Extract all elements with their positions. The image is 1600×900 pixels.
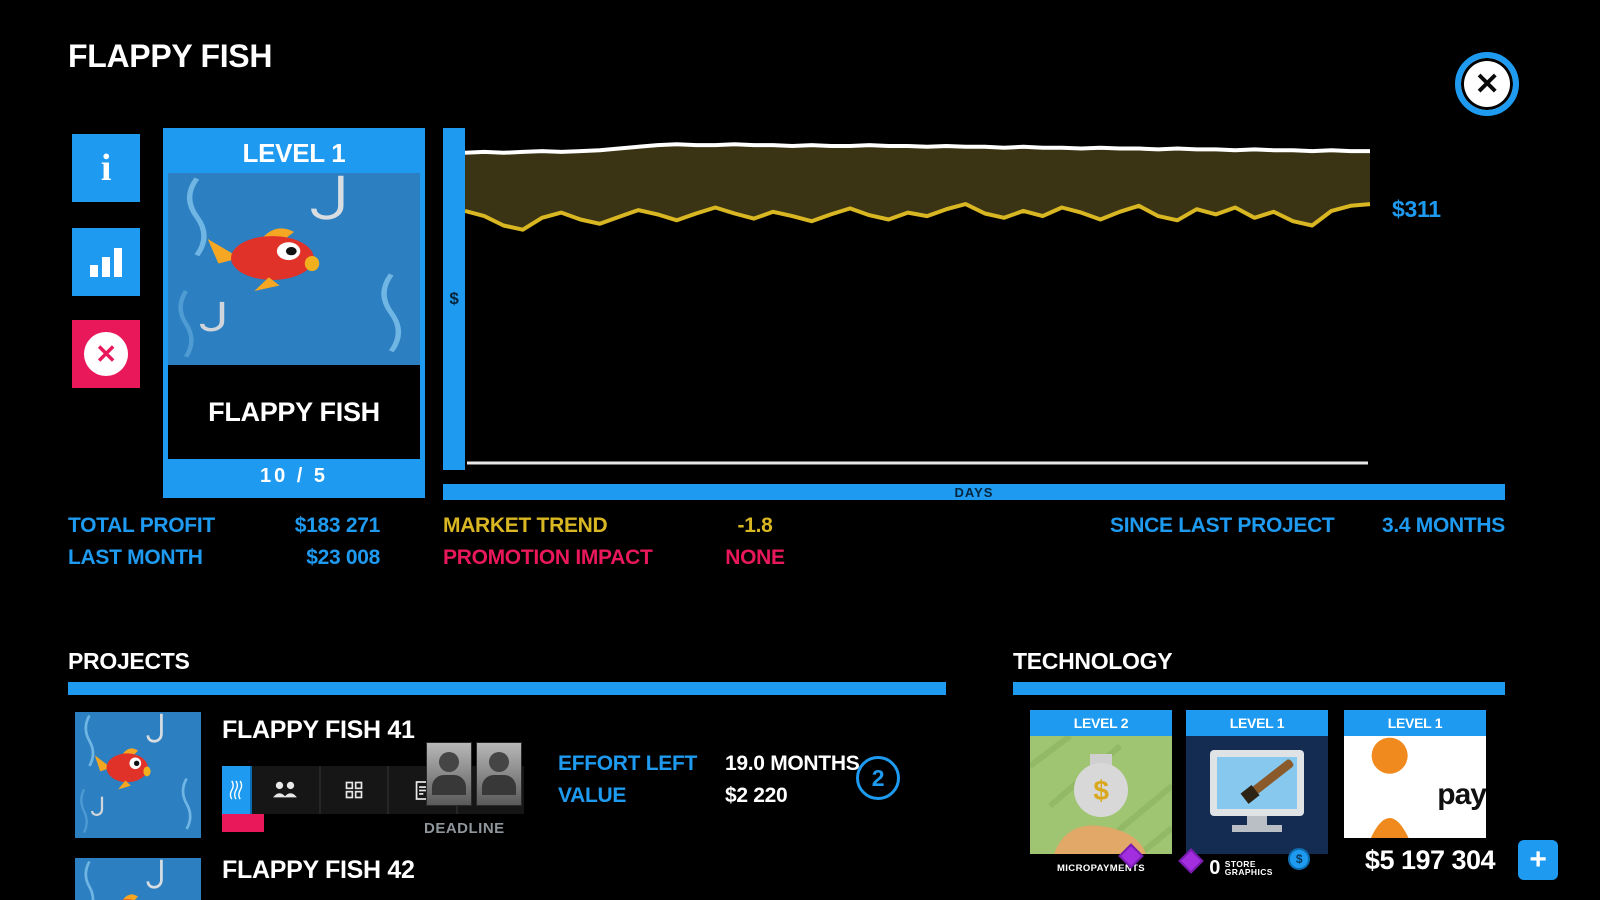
wallet-balance: $5 197 304 [1344,838,1516,882]
tech-card-micropayments[interactable]: LEVEL 2 $ MICROPAYMENTS [1030,710,1172,882]
technology-divider [1013,682,1505,695]
project-count-badge[interactable]: 2 [856,756,900,800]
promotion-impact-label: PROMOTION IMPACT [443,546,653,569]
project-thumbnail[interactable] [75,858,201,900]
effort-left-value: 19.0 MONTHS [725,752,860,775]
game-name: FLAPPY FISH [168,365,420,459]
tech-level-banner: LEVEL 2 [1030,710,1172,736]
market-trend-label: MARKET TREND [443,514,608,537]
fish-art-icon [75,858,201,900]
developer-avatar [476,742,522,806]
deadline-label: DEADLINE [424,820,505,837]
projects-divider [68,682,946,695]
plus-icon: + [1529,843,1547,876]
total-profit-value: $183 271 [294,514,381,537]
x-axis-label: DAYS [954,484,994,500]
chart-current-value: $311 [1392,196,1441,222]
game-card[interactable]: LEVEL 1 FLAPPY FISH 10 / 5 [163,128,425,498]
stats-button[interactable] [72,228,140,296]
since-last-project-label: SINCE LAST PROJECT [1110,514,1335,537]
game-cover-art [168,173,420,365]
svg-text:$: $ [1093,775,1109,806]
close-icon: ✕ [1474,67,1500,101]
tech-card-store-graphics[interactable]: LEVEL 1 0 STORE GRAPHICS [1186,710,1328,882]
chart-x-axis: DAYS [443,484,1505,500]
tech-level-banner: LEVEL 1 [1344,710,1486,736]
monitor-paintbrush-icon [1186,736,1328,854]
avatar-head [489,752,509,772]
effort-left-label: EFFORT LEFT [558,752,698,775]
project-title[interactable]: FLAPPY FISH 42 [222,856,415,884]
tech-label-text: STORE GRAPHICS [1224,858,1273,877]
avatar-body [482,775,516,795]
last-month-label: LAST MONTH [68,546,203,569]
tech-label: MICROPAYMENTS [1030,854,1172,882]
team-icon [252,766,321,814]
project-title[interactable]: FLAPPY FISH 41 [222,716,415,744]
deadline-progress-bar [222,814,264,832]
delete-button[interactable]: ✕ [72,320,140,388]
ipay-figure-icon [1366,737,1413,848]
ipay-brand-text: pay [1437,778,1486,811]
tech-level-banner: LEVEL 1 [1186,710,1328,736]
close-button[interactable]: ✕ [1455,52,1519,116]
fish-art-icon [75,712,201,838]
chart-y-axis: $ [443,128,465,470]
y-axis-label: $ [449,289,459,308]
ipay-logo-icon: pay [1344,736,1486,854]
total-profit-label: TOTAL PROFIT [68,514,215,537]
tech-count: 0 [1209,856,1221,879]
project-thumbnail[interactable] [75,712,201,838]
cancel-icon: ✕ [84,332,128,376]
money-bag-icon: $ [1030,736,1172,854]
tech-grid-icon [320,766,389,814]
game-level-banner: LEVEL 1 [168,133,420,173]
avatar-body [432,775,466,795]
game-score: 10 / 5 [168,459,420,493]
fish-art-icon [168,173,420,365]
project-value: $2 220 [725,784,788,807]
revenue-chart-svg [464,142,1371,465]
bar-chart-icon [90,247,122,277]
project-value-label: VALUE [558,784,627,807]
waves-icon [222,766,252,814]
technology-heading: TECHNOLOGY [1013,648,1173,674]
page-title: FLAPPY FISH [68,38,273,74]
add-funds-button[interactable]: + [1518,840,1558,880]
since-last-project-value: 3.4 MONTHS [1381,514,1505,537]
projects-heading: PROJECTS [68,648,190,674]
info-button[interactable]: i [72,134,140,202]
coin-icon: $ [1288,848,1310,870]
developer-avatar [426,742,472,806]
market-trend-value: -1.8 [737,514,773,537]
revenue-chart [464,128,1375,470]
info-icon: i [100,147,112,189]
promotion-impact-value: NONE [725,546,785,569]
last-month-value: $23 008 [306,546,380,569]
avatar-head [439,752,459,772]
